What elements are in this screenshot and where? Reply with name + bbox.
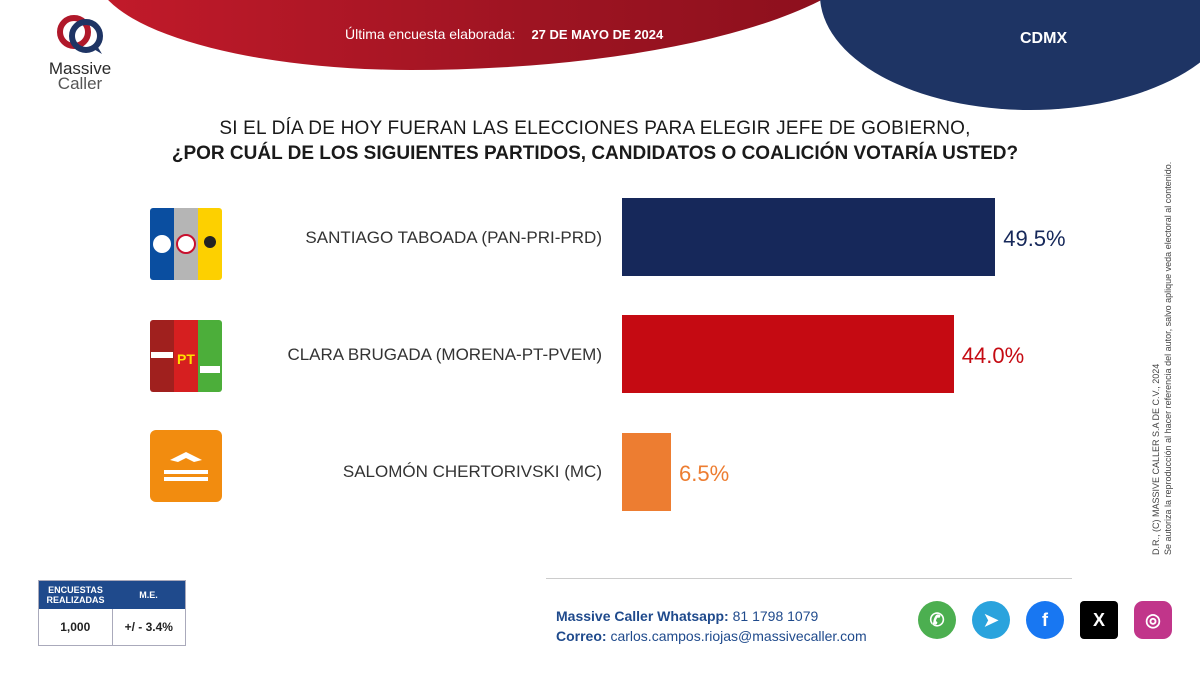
telegram-icon[interactable]: ➤ [972, 601, 1010, 639]
bar-chertorivski [622, 433, 671, 511]
stats-value-me: +/ - 3.4% [111, 609, 186, 645]
copyright-line2: Se autoriza la reproducción al hacer ref… [1163, 161, 1173, 555]
header-blue-band [820, 0, 1200, 110]
svg-text:PT: PT [177, 351, 195, 367]
question-title: SI EL DÍA DE HOY FUERAN LAS ELECCIONES P… [150, 118, 1040, 165]
value-label-taboada: 49.5% [1003, 226, 1066, 251]
email-address[interactable]: carlos.campos.riojas@massivecaller.com [610, 628, 867, 644]
stats-header-encuestas: ENCUESTAS REALIZADAS [46, 585, 105, 605]
mc-logo [150, 430, 222, 502]
value-label-chertorivski: 6.5% [679, 461, 730, 486]
instagram-icon[interactable]: ◎ [1134, 601, 1172, 639]
question-line1: SI EL DÍA DE HOY FUERAN LAS ELECCIONES P… [219, 118, 971, 139]
footer-divider [546, 578, 1072, 579]
bar-taboada [622, 198, 996, 276]
copyright-note: D.R., (C) MASSIVE CALLER S.A DE C.V., 20… [1150, 162, 1174, 555]
morena-pt-pvem-logo: PT [150, 320, 222, 392]
pan-pri-prd-logo [150, 208, 222, 280]
question-line2: ¿POR CUÁL DE LOS SIGUIENTES PARTIDOS, CA… [171, 143, 1019, 164]
chat-bubbles-icon [57, 15, 103, 54]
whatsapp-icon[interactable]: ✆ [918, 601, 956, 639]
massive-caller-logo: Massive Caller [40, 14, 120, 93]
candidate-label-taboada: SANTIAGO TABOADA (PAN-PRI-PRD) [305, 228, 602, 247]
survey-date-label: Última encuesta elaborada: [345, 26, 516, 42]
logo-text-line2: Caller [57, 74, 103, 93]
survey-stats-table: ENCUESTAS REALIZADAS M.E. 1,000 +/ - 3.4% [38, 580, 186, 646]
stats-header-row: ENCUESTAS REALIZADAS M.E. [39, 581, 185, 609]
survey-date-header: Última encuesta elaborada: 27 DE MAYO DE… [345, 26, 663, 42]
region-label: CDMX [1020, 30, 1068, 47]
email-contact: Correo: carlos.campos.riojas@massivecall… [556, 628, 867, 644]
value-label-brugada: 44.0% [961, 343, 1025, 368]
stats-value-encuestas: 1,000 [60, 620, 91, 634]
candidate-label-brugada: CLARA BRUGADA (MORENA-PT-PVEM) [287, 345, 602, 364]
contact-info: Massive Caller Whatsapp: 81 1798 1079 Co… [556, 606, 867, 646]
x-icon[interactable]: X [1080, 601, 1118, 639]
whatsapp-contact: Massive Caller Whatsapp: 81 1798 1079 [556, 608, 819, 624]
facebook-icon[interactable]: f [1026, 601, 1064, 639]
stats-header-me: M.E. [139, 590, 158, 600]
logo-text-line1: Massive [48, 59, 112, 78]
candidate-label-chertorivski: SALOMÓN CHERTORIVSKI (MC) [342, 462, 602, 481]
social-links: ✆ ➤ f X ◎ [918, 601, 1172, 639]
copyright-line1: D.R., (C) MASSIVE CALLER S.A DE C.V., 20… [1151, 363, 1161, 555]
stats-value-row: 1,000 +/ - 3.4% [39, 609, 185, 645]
whatsapp-number: 81 1798 1079 [732, 608, 819, 624]
bar-brugada [622, 315, 954, 393]
survey-date: 27 DE MAYO DE 2024 [531, 27, 664, 42]
